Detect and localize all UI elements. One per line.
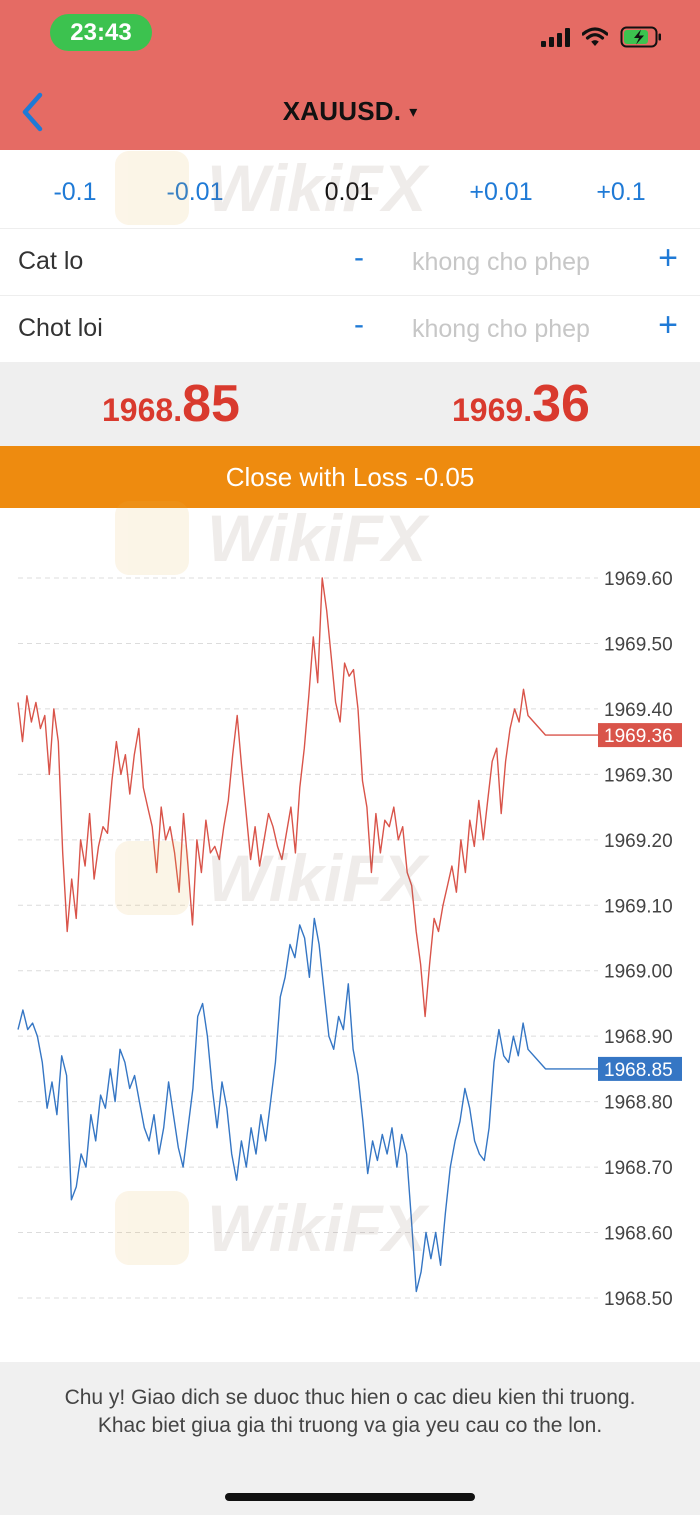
y-tick-label: 1968.80 bbox=[604, 1093, 673, 1114]
stop-loss-minus-button[interactable]: - bbox=[354, 241, 364, 274]
volume-decrease-0.1-button[interactable]: -0.1 bbox=[53, 178, 97, 206]
battery-charging-icon bbox=[620, 26, 661, 48]
dropdown-caret-icon: ▾ bbox=[409, 104, 418, 121]
ask-price-main: 1969. bbox=[452, 392, 533, 428]
market-notice-line-1: Chu y! Giao dich se duoc thuc hien o cac… bbox=[64, 1386, 636, 1409]
footer-notice: Chu y! Giao dich se duoc thuc hien o cac… bbox=[0, 1362, 700, 1515]
close-with-loss-button[interactable]: Close with Loss -0.05 bbox=[0, 446, 700, 508]
price-chart: 1969.60 1969.50 1969.40 1969.30 1969.20 1969.… bbox=[17, 569, 682, 1310]
ask-price-line bbox=[17, 577, 598, 1018]
y-tick-label: 1968.60 bbox=[604, 1224, 673, 1245]
status-icons bbox=[541, 22, 662, 52]
volume-stepper: -0.1 -0.01 0.01 +0.01 +0.1 bbox=[0, 150, 700, 228]
stop-loss-value[interactable]: khong cho phep bbox=[412, 248, 590, 276]
navigation-bar: 23:43 XAUUSD. ▾ bbox=[0, 0, 700, 150]
y-tick-label: 1969.40 bbox=[604, 700, 673, 721]
volume-increase-0.1-button[interactable]: +0.1 bbox=[596, 178, 646, 206]
wifi-icon bbox=[582, 27, 608, 46]
y-tick-label: 1969.00 bbox=[604, 962, 673, 983]
bid-last-price-badge bbox=[598, 1056, 682, 1081]
bid-last-price-label: 1968.85 bbox=[604, 1060, 673, 1081]
back-chevron-icon[interactable] bbox=[18, 90, 48, 134]
y-tick-label: 1969.30 bbox=[604, 765, 673, 786]
take-profit-minus-button[interactable]: - bbox=[354, 308, 364, 341]
y-tick-label: 1969.20 bbox=[604, 831, 673, 852]
cellular-signal-icon bbox=[541, 27, 570, 47]
y-tick-label: 1969.10 bbox=[604, 896, 673, 917]
price-row: 1968.85 1969.36 bbox=[0, 362, 700, 446]
ask-last-price-label: 1969.36 bbox=[604, 726, 673, 747]
volume-value[interactable]: 0.01 bbox=[324, 178, 374, 206]
ask-price: 1969.36 bbox=[452, 374, 590, 434]
take-profit-value[interactable]: khong cho phep bbox=[412, 315, 590, 343]
bid-price-line bbox=[17, 917, 598, 1293]
market-notice-line-2: Khac biet giua gia thi truong va gia yeu… bbox=[97, 1414, 603, 1437]
y-tick-label: 1968.90 bbox=[604, 1027, 673, 1048]
bid-price: 1968.85 bbox=[102, 374, 240, 434]
symbol-selector[interactable]: XAUUSD. ▾ bbox=[0, 96, 700, 127]
volume-increase-0.01-button[interactable]: +0.01 bbox=[469, 178, 533, 206]
take-profit-label: Chot loi bbox=[18, 314, 103, 342]
take-profit-plus-button[interactable]: + bbox=[658, 306, 678, 344]
ask-price-pips: 36 bbox=[532, 375, 590, 433]
y-tick-label: 1968.50 bbox=[604, 1289, 673, 1310]
stop-loss-row: Cat lo - khong cho phep + bbox=[0, 228, 700, 294]
volume-decrease-0.01-button[interactable]: -0.01 bbox=[166, 178, 224, 206]
y-tick-label: 1969.60 bbox=[604, 569, 673, 590]
status-time: 23:43 bbox=[50, 14, 152, 51]
ask-last-price-badge bbox=[598, 723, 682, 748]
stop-loss-plus-button[interactable]: + bbox=[658, 239, 678, 277]
take-profit-row: Chot loi - khong cho phep + bbox=[0, 295, 700, 361]
y-tick-label: 1969.50 bbox=[604, 634, 673, 655]
bid-price-main: 1968. bbox=[102, 392, 183, 428]
y-tick-label: 1968.70 bbox=[604, 1158, 673, 1179]
stop-loss-label: Cat lo bbox=[18, 247, 84, 275]
market-notice: Chu y! Giao dich se duoc thuc hien o cac… bbox=[10, 1384, 690, 1440]
home-indicator bbox=[225, 1493, 475, 1501]
page-title: XAUUSD. bbox=[282, 96, 402, 126]
bid-price-pips: 85 bbox=[182, 375, 240, 433]
